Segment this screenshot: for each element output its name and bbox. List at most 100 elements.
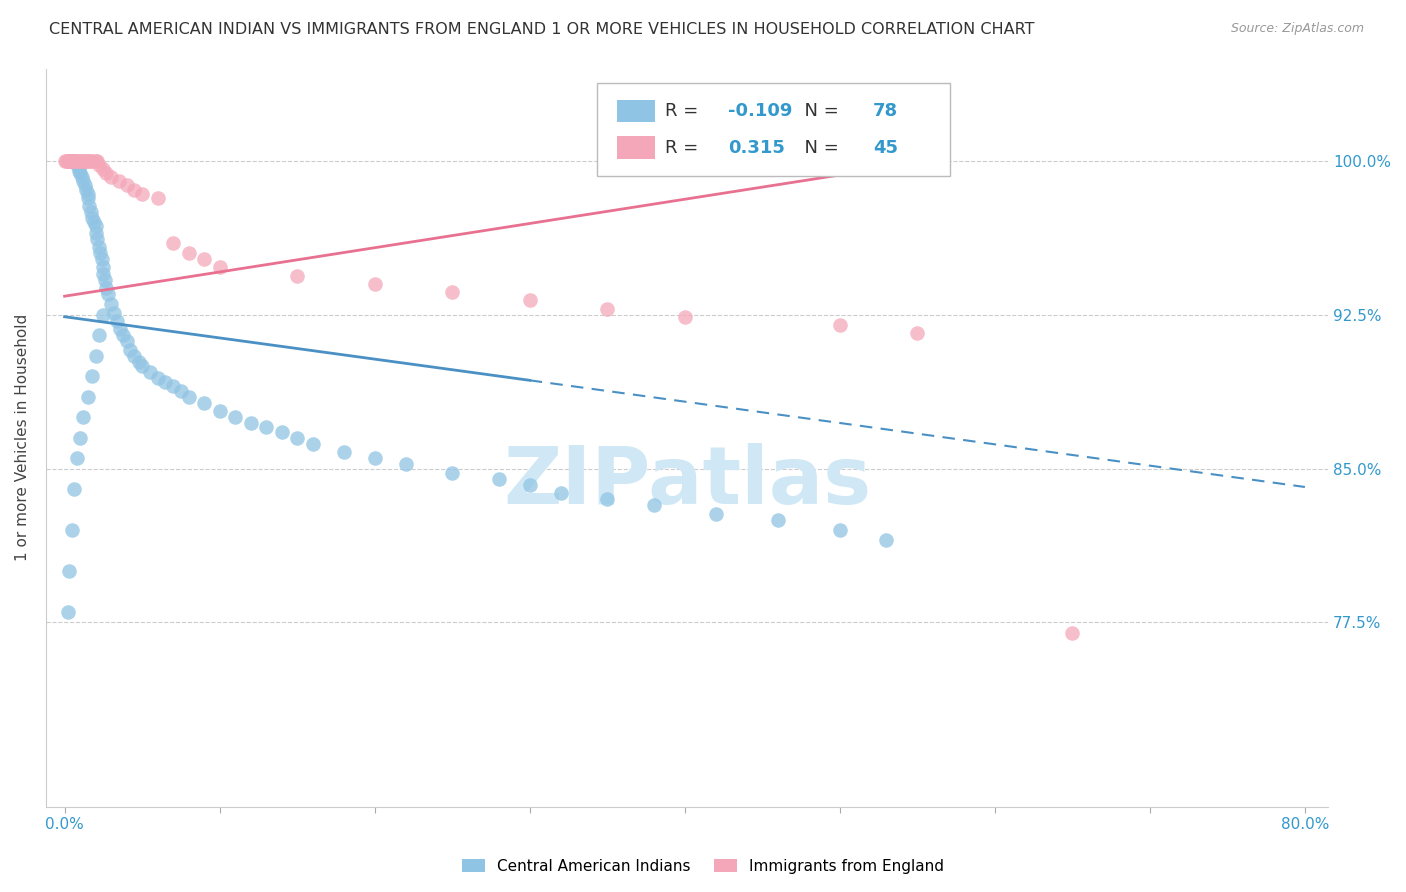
Point xyxy=(63,153,86,168)
Point xyxy=(60,153,83,168)
Text: 0.315: 0.315 xyxy=(728,138,785,156)
FancyBboxPatch shape xyxy=(598,83,950,176)
Text: R =: R = xyxy=(665,138,704,156)
Point xyxy=(270,425,292,439)
Point xyxy=(239,417,262,431)
Point xyxy=(63,153,86,168)
Point xyxy=(76,191,98,205)
Point xyxy=(65,153,87,168)
Text: ZIPatlas: ZIPatlas xyxy=(503,443,872,521)
Text: Source: ZipAtlas.com: Source: ZipAtlas.com xyxy=(1230,22,1364,36)
Point xyxy=(67,160,90,174)
Point xyxy=(441,285,464,299)
Point xyxy=(91,267,114,281)
Point xyxy=(70,170,93,185)
Point xyxy=(60,153,83,168)
Point xyxy=(58,153,80,168)
Point xyxy=(75,182,97,196)
Y-axis label: 1 or more Vehicles in Household: 1 or more Vehicles in Household xyxy=(15,314,30,561)
Point xyxy=(131,359,153,373)
Point xyxy=(643,499,665,513)
Point xyxy=(193,252,215,267)
Point xyxy=(162,235,184,250)
Point xyxy=(96,281,118,295)
Text: N =: N = xyxy=(793,102,845,120)
Point xyxy=(124,182,146,196)
Point xyxy=(146,371,169,385)
Point xyxy=(76,186,98,201)
Point xyxy=(82,153,104,168)
Point xyxy=(131,186,153,201)
Point xyxy=(84,219,107,234)
Point xyxy=(79,153,101,168)
Point xyxy=(139,365,162,379)
Point xyxy=(905,326,928,340)
Point xyxy=(155,376,177,390)
Point xyxy=(60,523,83,537)
Point xyxy=(66,451,89,466)
Point xyxy=(519,478,541,492)
Point xyxy=(72,153,94,168)
Point xyxy=(673,310,696,324)
Point xyxy=(828,318,851,332)
FancyBboxPatch shape xyxy=(617,136,655,159)
Point xyxy=(72,174,94,188)
Point xyxy=(395,458,418,472)
Point xyxy=(162,379,184,393)
Point xyxy=(105,314,128,328)
Point xyxy=(63,153,86,168)
Point xyxy=(94,273,117,287)
Point xyxy=(84,226,107,240)
Point xyxy=(91,260,114,275)
Point xyxy=(76,390,98,404)
Point xyxy=(83,215,105,229)
Point xyxy=(63,482,86,496)
Point xyxy=(66,153,89,168)
Point xyxy=(332,445,354,459)
Point xyxy=(72,410,94,425)
Point xyxy=(285,431,308,445)
Text: 78: 78 xyxy=(873,102,898,120)
Point xyxy=(124,349,146,363)
Point xyxy=(84,153,107,168)
FancyBboxPatch shape xyxy=(617,100,655,121)
Text: R =: R = xyxy=(665,102,704,120)
Point xyxy=(704,507,727,521)
Point xyxy=(96,166,118,180)
Point xyxy=(115,334,138,349)
Point xyxy=(224,410,246,425)
Text: 45: 45 xyxy=(873,138,898,156)
Point xyxy=(69,431,91,445)
Point xyxy=(285,268,308,283)
Point xyxy=(53,153,76,168)
Point xyxy=(80,153,103,168)
Point xyxy=(55,153,77,168)
Point xyxy=(254,420,277,434)
Point xyxy=(87,328,110,343)
Point xyxy=(193,396,215,410)
Point xyxy=(82,211,104,226)
Point xyxy=(80,205,103,219)
Point xyxy=(301,437,323,451)
Point xyxy=(79,199,101,213)
Point xyxy=(1062,625,1084,640)
Point xyxy=(550,486,572,500)
Point xyxy=(75,153,97,168)
Legend: Central American Indians, Immigrants from England: Central American Indians, Immigrants fro… xyxy=(456,853,950,880)
Point xyxy=(87,158,110,172)
Point xyxy=(82,369,104,384)
Point xyxy=(100,297,122,311)
Point xyxy=(146,191,169,205)
Point xyxy=(58,153,80,168)
Point xyxy=(73,153,96,168)
Point xyxy=(766,513,789,527)
Point xyxy=(441,466,464,480)
Point xyxy=(100,170,122,185)
Point xyxy=(67,153,90,168)
Point xyxy=(363,451,385,466)
Point xyxy=(66,158,89,172)
Point xyxy=(177,246,200,260)
Point xyxy=(177,390,200,404)
Point xyxy=(69,153,91,168)
Text: -0.109: -0.109 xyxy=(728,102,793,120)
